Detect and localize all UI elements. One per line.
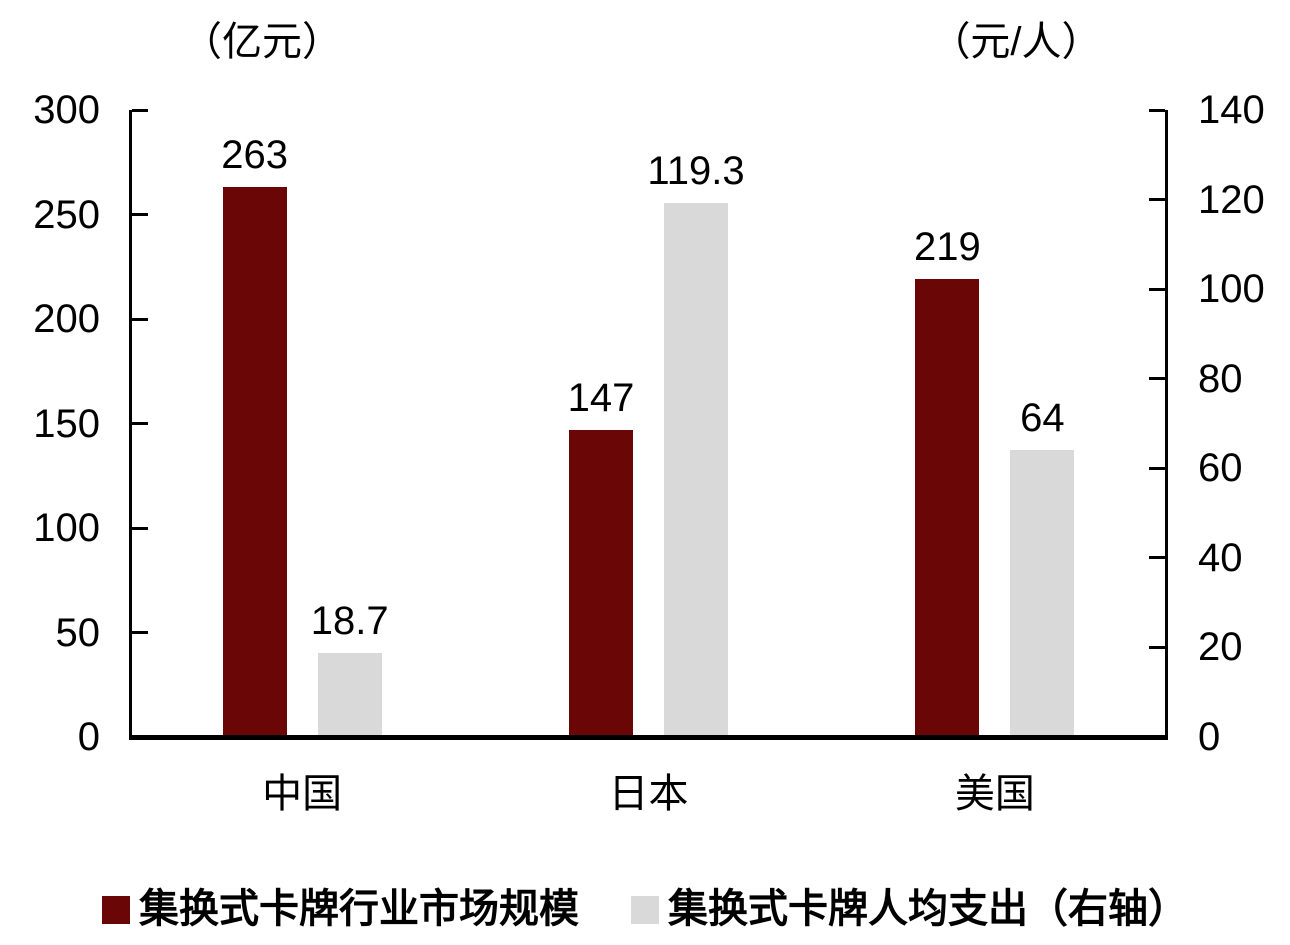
bar-value-market-size-japan: 147: [567, 375, 635, 420]
bar-per-capita-spending-japan: [664, 202, 728, 737]
left-axis-tick-50: [132, 631, 148, 634]
left-axis-title: （亿元）: [182, 20, 342, 64]
left-axis-tick-label-150: 150: [33, 401, 100, 446]
legend-swatch-market-size: [102, 896, 130, 924]
legend-label-market-size: 集换式卡牌行业市场规模: [139, 887, 579, 931]
right-axis-tick-40: [1149, 556, 1165, 560]
bar-value-per-capita-spending-usa: 64: [1020, 396, 1065, 441]
left-axis-tick-label-0: 0: [77, 715, 100, 759]
legend: 集换式卡牌行业市场规模 集换式卡牌人均支出（右轴）: [0, 882, 1290, 936]
right-axis-tick-20: [1149, 645, 1165, 649]
bar-market-size-japan: [569, 429, 633, 737]
legend-swatch-per-capita-spending: [631, 896, 659, 924]
bar-value-market-size-china: 263: [221, 133, 289, 178]
right-axis-line: [1165, 110, 1168, 737]
bar-value-market-size-usa: 219: [913, 225, 981, 270]
left-axis-tick-label-50: 50: [55, 610, 101, 655]
left-axis-tick-label-250: 250: [33, 192, 100, 237]
left-axis-tick-label-300: 300: [33, 88, 100, 132]
left-axis-tick-300: [132, 108, 148, 112]
right-axis-tick-label-120: 120: [1198, 177, 1265, 222]
right-axis-tick-label-20: 20: [1198, 625, 1243, 670]
bar-value-per-capita-spending-japan: 119.3: [647, 148, 745, 193]
legend-item-per-capita-spending: 集换式卡牌人均支出（右轴）: [631, 884, 1188, 934]
right-axis-tick-label-80: 80: [1198, 356, 1243, 401]
bar-per-capita-spending-usa: [1010, 450, 1075, 737]
right-axis-tick-label-0: 0: [1198, 715, 1221, 759]
right-axis-tick-label-60: 60: [1198, 446, 1243, 491]
legend-item-market-size: 集换式卡牌行业市场规模: [102, 884, 579, 934]
right-axis-tick-100: [1149, 287, 1165, 291]
plot-area: 263 18.7 147 119.3 219 64: [129, 110, 1168, 737]
right-axis-title: （元/人）: [930, 20, 1102, 64]
bar-per-capita-spending-china: [317, 653, 382, 737]
left-axis-tick-250: [132, 213, 148, 216]
right-axis-tick-label-140: 140: [1198, 88, 1265, 132]
right-axis-tick-120: [1149, 198, 1165, 202]
right-axis-tick-label-40: 40: [1198, 535, 1243, 580]
category-label-usa: 美国: [954, 772, 1035, 816]
category-label-china: 中国: [262, 772, 343, 816]
bar-market-size-usa: [915, 279, 980, 737]
right-axis-tick-label-100: 100: [1198, 267, 1265, 312]
bar-market-size-china: [222, 187, 287, 737]
right-axis-tick-80: [1149, 377, 1165, 381]
left-axis-tick-label-100: 100: [33, 506, 100, 550]
left-axis-tick-label-200: 200: [33, 297, 100, 341]
right-axis-tick-140: [1149, 108, 1165, 112]
bar-value-per-capita-spending-china: 18.7: [310, 599, 389, 644]
x-axis-line: [129, 735, 1168, 740]
left-axis-tick-150: [132, 422, 148, 425]
right-axis-tick-60: [1149, 466, 1165, 470]
left-axis-tick-100: [132, 526, 148, 530]
legend-label-per-capita-spending: 集换式卡牌人均支出（右轴）: [668, 887, 1188, 931]
left-axis-line: [129, 110, 132, 737]
left-axis-tick-200: [132, 317, 148, 321]
category-label-japan: 日本: [608, 772, 689, 816]
